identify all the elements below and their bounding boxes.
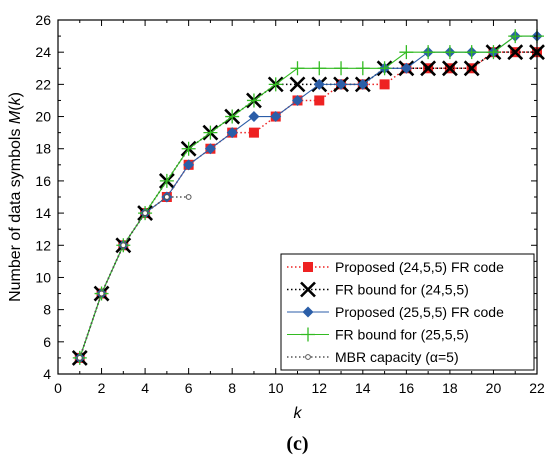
series-line [79,51,537,359]
y-tick-label: 4 [43,366,51,382]
legend-label: MBR capacity (α=5) [335,349,459,365]
x-tick-label: 2 [98,380,106,396]
y-tick-label: 6 [43,334,51,350]
y-tick-label: 20 [35,109,51,125]
y-axis-label-text: Number of data symbols [7,124,24,302]
x-tick-label: 10 [268,380,284,396]
data-point [248,111,260,123]
data-point [379,79,390,90]
data-point [508,29,523,44]
y-tick-label: 10 [35,269,51,285]
axis-ticks [57,19,538,375]
data-point [225,109,240,124]
data-point [268,77,283,92]
y-axis-label-close: ) [7,92,24,97]
data-point [314,95,325,106]
plot-marks [71,29,545,366]
data-point [463,60,480,77]
data-point [421,45,436,60]
legend: Proposed (24,5,5) FR code FR bound for (2… [280,253,535,371]
data-point [400,62,412,74]
data-point [183,159,195,171]
data-point [399,45,414,60]
data-point [312,61,327,76]
y-axis-label-math: M [7,110,24,124]
data-point [246,93,261,108]
legend-item: Proposed (25,5,5) FR code [287,304,504,320]
x-tick-label: 16 [399,380,415,396]
y-axis-label: Number of data symbols M(k) [7,92,24,302]
x-tick-label: 0 [54,380,62,396]
y-tick-label: 18 [35,141,51,157]
data-point [357,78,369,90]
x-tick-label: 6 [185,380,193,396]
y-axis-label-arg: k [7,96,24,105]
data-point [248,127,259,138]
data-point [181,141,196,156]
data-point [203,125,218,140]
y-tick-label: 16 [35,173,51,189]
data-point [334,61,349,76]
data-point [377,61,392,76]
y-tick-label: 24 [35,44,51,60]
data-point [355,61,370,76]
data-point [98,290,105,297]
x-axis-label: k [294,405,303,422]
data-point [204,143,216,155]
y-tick-label: 8 [43,302,51,318]
y-tick-label: 22 [35,76,51,92]
x-tick-label: 4 [141,380,149,396]
data-point [486,45,501,60]
series-line [79,35,537,359]
y-tick-label: 26 [35,12,51,28]
y-axis-label-open: ( [7,105,24,111]
data-point [441,60,458,77]
data-point [163,194,170,200]
x-tick-label: 14 [355,380,371,396]
data-point [120,242,127,249]
data-point [313,78,325,90]
legend-label: Proposed (25,5,5) FR code [335,304,504,320]
x-tick-label: 12 [311,380,327,396]
series [76,194,192,361]
data-point [76,355,83,361]
x-tick-label: 22 [529,380,545,396]
legend-item: FR bound for (25,5,5) [287,327,469,343]
legend-marker [302,306,314,318]
data-point [270,111,282,123]
data-point [159,173,174,188]
data-point [420,60,437,77]
figure-caption: (c) [286,433,308,455]
legend-label: Proposed (24,5,5) FR code [335,259,504,275]
data-point [464,45,479,60]
x-tick-label: 18 [442,380,458,396]
data-point [335,78,347,90]
legend-label: FR bound for (25,5,5) [335,327,469,343]
legend-marker [303,262,313,272]
y-tick-label: 14 [35,205,51,221]
data-point [289,76,306,93]
data-point [290,61,305,76]
data-point [185,194,192,200]
series-line [79,196,189,359]
data-point [292,94,303,106]
x-tick-label: 8 [228,380,236,396]
y-tick-label: 12 [35,237,51,253]
legend-item: Proposed (24,5,5) FR code [287,259,504,275]
x-tick-label: 20 [486,380,502,396]
legend-marker [305,354,311,360]
legend-item: MBR capacity (α=5) [287,349,459,365]
legend-label: FR bound for (24,5,5) [335,282,469,298]
legend-marker [300,281,316,298]
legend-marker [301,327,315,342]
data-point [507,44,524,61]
data-point [442,45,457,60]
data-point [142,210,148,216]
legend-item: FR bound for (24,5,5) [287,282,469,298]
data-point [226,127,238,139]
